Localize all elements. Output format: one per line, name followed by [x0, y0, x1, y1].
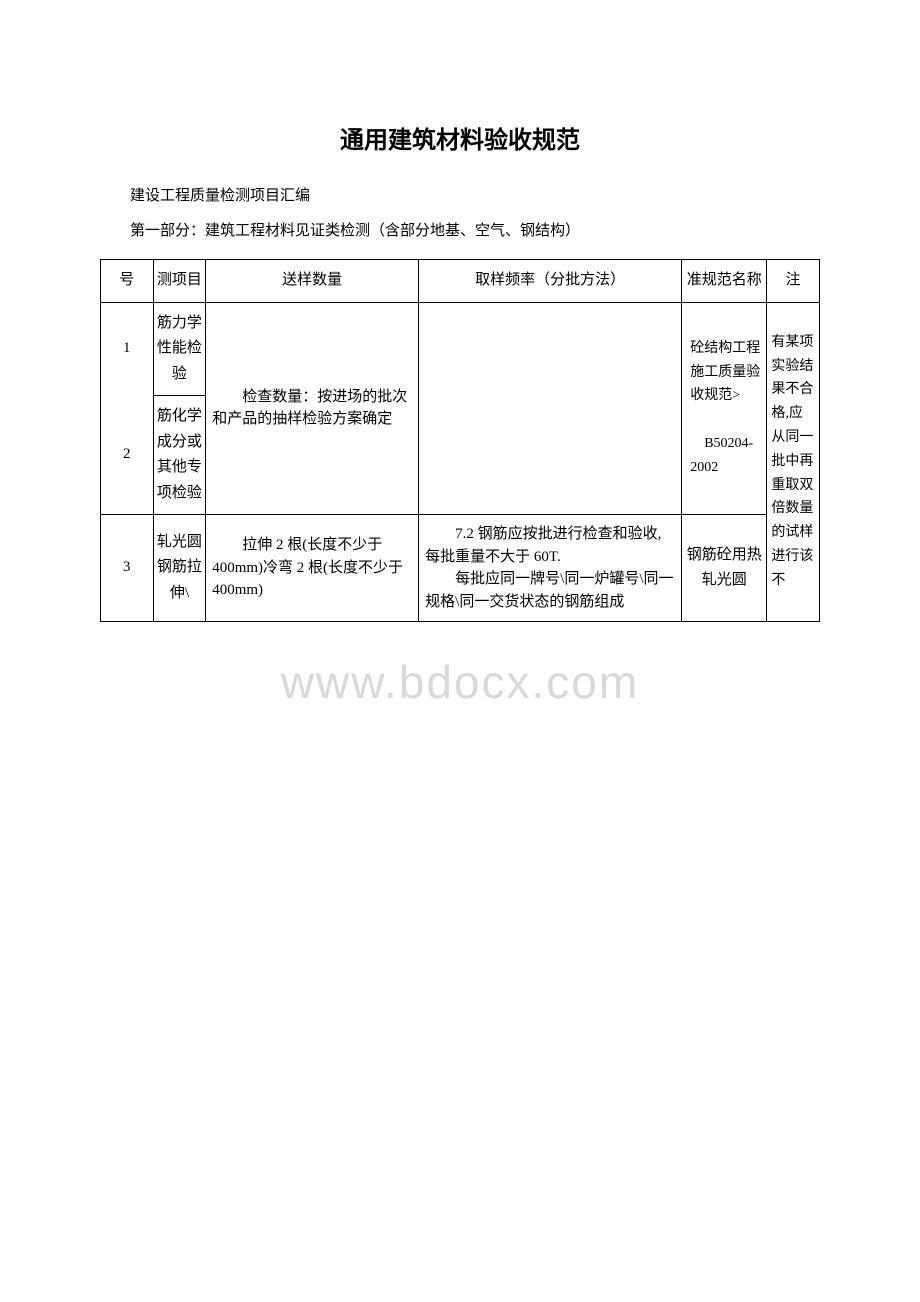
- document-subtitle: 建设工程质量检测项目汇编: [100, 183, 820, 210]
- header-col-frequency: 取样频率（分批方法）: [419, 260, 682, 303]
- inspection-table: 号 测项目 送样数量 取样频率（分批方法） 准规范名称 注 1 筋力学性能检验 …: [100, 259, 820, 622]
- watermark-text: www.bdocx.com: [281, 655, 639, 709]
- row-quantity: 拉伸 2 根(长度不少于400mm)冷弯 2 根(长度不少于400mm): [206, 515, 419, 622]
- row-frequency: [419, 302, 682, 515]
- row-item: 筋化学成分或其他专项检验: [153, 396, 206, 515]
- row-number: 3: [101, 515, 154, 622]
- section-heading: 第一部分：建筑工程材料见证类检测（含部分地基、空气、钢结构）: [100, 218, 820, 245]
- table-row: 3 轧光圆钢筋拉伸\ 拉伸 2 根(长度不少于400mm)冷弯 2 根(长度不少…: [101, 515, 820, 622]
- header-col-item: 测项目: [153, 260, 206, 303]
- row-frequency: 7.2 钢筋应按批进行检查和验收,每批重量不大于 60T. 每批应同一牌号\同一…: [419, 515, 682, 622]
- row-standard: 钢筋砼用热轧光圆: [682, 515, 767, 622]
- header-col-number: 号: [101, 260, 154, 303]
- header-col-quantity: 送样数量: [206, 260, 419, 303]
- table-row: 1 筋力学性能检验 检查数量：按进场的批次和产品的抽样检验方案确定 砼结构工程施…: [101, 302, 820, 396]
- row-item: 轧光圆钢筋拉伸\: [153, 515, 206, 622]
- table-header-row: 号 测项目 送样数量 取样频率（分批方法） 准规范名称 注: [101, 260, 820, 303]
- row-number: 1: [101, 302, 154, 396]
- row-quantity: 检查数量：按进场的批次和产品的抽样检验方案确定: [206, 302, 419, 515]
- header-col-standard: 准规范名称: [682, 260, 767, 303]
- row-number: 2: [101, 396, 154, 515]
- row-notes: 有某项实验结果不合格,应从同一批中再重取双倍数量的试样进行该不: [767, 302, 820, 622]
- header-col-notes: 注: [767, 260, 820, 303]
- row-standard: 砼结构工程施工质量验收规范> B50204-2002: [682, 302, 767, 515]
- page-title: 通用建筑材料验收规范: [100, 120, 820, 155]
- row-item: 筋力学性能检验: [153, 302, 206, 396]
